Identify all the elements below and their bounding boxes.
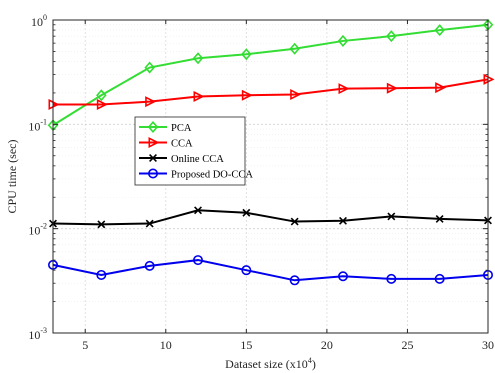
data-point bbox=[290, 89, 302, 101]
legend: PCA CCA Online CCA Proposed DO-CCA bbox=[134, 116, 253, 186]
data-point bbox=[434, 24, 445, 37]
y-tick-label-base: 10 bbox=[28, 119, 40, 133]
data-point bbox=[96, 269, 107, 280]
y-tick-label: 10-1 bbox=[28, 117, 47, 133]
x-tick-label: 25 bbox=[401, 338, 413, 352]
legend-marker bbox=[148, 137, 160, 148]
series-proposed-do-cca bbox=[47, 255, 493, 286]
series-line bbox=[52, 23, 489, 127]
legend-marker bbox=[149, 154, 157, 162]
legend-marker bbox=[147, 120, 159, 134]
x-axis-title-exponent: 4 bbox=[308, 356, 312, 365]
data-point bbox=[241, 265, 252, 276]
data-point bbox=[386, 82, 398, 94]
y-tick-label-base: 10 bbox=[28, 224, 40, 238]
data-point bbox=[96, 98, 108, 110]
y-tick-label-exponent: -2 bbox=[40, 222, 47, 231]
series-line bbox=[53, 78, 489, 106]
data-point bbox=[97, 220, 106, 229]
x-tick-label: 10 bbox=[160, 338, 172, 352]
data-point bbox=[339, 216, 347, 225]
data-point bbox=[290, 217, 299, 226]
data-point bbox=[242, 208, 251, 217]
y-tick-label-exponent: -1 bbox=[40, 117, 47, 126]
legend-label: Proposed DO-CCA bbox=[171, 170, 253, 181]
data-point bbox=[386, 30, 397, 43]
data-point bbox=[241, 89, 253, 101]
x-axis-title: Dataset size (x104) bbox=[225, 356, 316, 371]
data-point bbox=[386, 273, 397, 284]
y-tick-label: 100 bbox=[31, 13, 47, 29]
legend-label: PCA bbox=[171, 123, 192, 134]
y-tick-label: 10-3 bbox=[28, 326, 47, 342]
data-point bbox=[338, 83, 350, 95]
data-point bbox=[144, 260, 155, 271]
data-point bbox=[387, 212, 396, 221]
data-point bbox=[194, 206, 202, 215]
data-point bbox=[144, 61, 155, 74]
data-point bbox=[435, 82, 447, 94]
data-point bbox=[289, 42, 300, 55]
y-axis-title: CPU time (sec) bbox=[5, 140, 19, 214]
data-point bbox=[434, 273, 445, 284]
y-tick-label-base: 10 bbox=[28, 328, 40, 342]
data-point bbox=[96, 89, 107, 102]
y-tick-label-base: 10 bbox=[31, 15, 43, 29]
x-axis-title-end: ) bbox=[312, 357, 316, 371]
x-tick-label: 5 bbox=[82, 338, 88, 352]
x-axis-title-main: Dataset size (x10 bbox=[225, 357, 308, 371]
data-point bbox=[193, 255, 204, 266]
legend-label: CCA bbox=[171, 139, 193, 150]
series-line bbox=[52, 209, 489, 226]
data-point bbox=[337, 34, 349, 47]
data-point bbox=[145, 219, 154, 228]
data-point bbox=[192, 52, 204, 65]
data-point bbox=[289, 275, 300, 286]
legend-label: Online CCA bbox=[171, 154, 224, 165]
y-tick-label-exponent: -3 bbox=[40, 326, 47, 335]
ticks bbox=[53, 19, 489, 334]
data-point bbox=[435, 214, 444, 223]
x-tick-label: 20 bbox=[321, 338, 333, 352]
data-point bbox=[337, 271, 348, 282]
data-point bbox=[241, 48, 252, 61]
data-point bbox=[145, 96, 157, 108]
series-online-cca bbox=[49, 206, 492, 229]
data-point bbox=[193, 90, 205, 102]
plot-frame bbox=[52, 19, 489, 334]
y-tick-label: 10-2 bbox=[28, 222, 47, 238]
x-tick-label: 30 bbox=[482, 338, 494, 352]
series-line bbox=[52, 259, 489, 282]
y-tick-label-exponent: 0 bbox=[43, 13, 47, 22]
legend-marker bbox=[148, 168, 159, 179]
x-tick-label: 15 bbox=[240, 338, 252, 352]
